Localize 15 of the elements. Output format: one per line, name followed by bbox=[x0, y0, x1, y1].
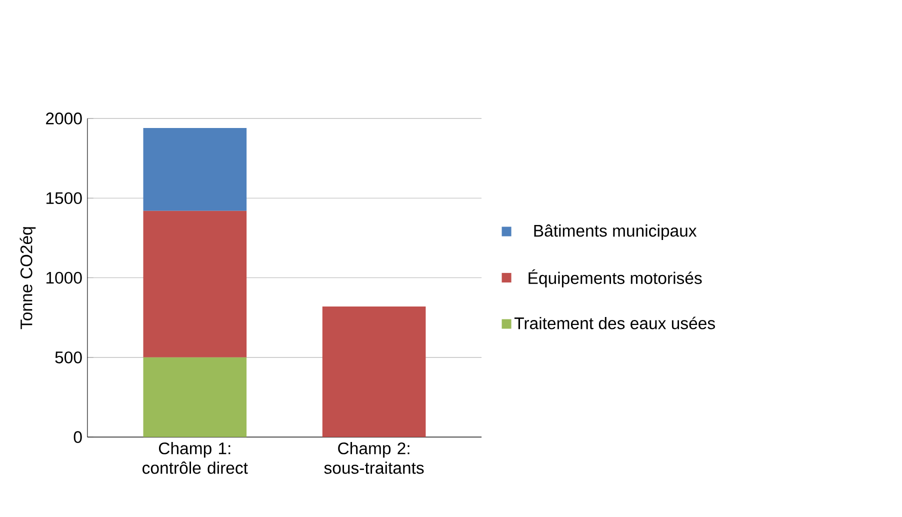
bar bbox=[322, 306, 426, 438]
legend-label: Équipements motorisés bbox=[528, 270, 702, 288]
legend-label: Traitement des eaux usées bbox=[514, 316, 715, 330]
y-tick-label: 1500 bbox=[46, 192, 82, 204]
x-tick-label: Champ 1: contrôle direct bbox=[142, 442, 248, 474]
y-tick-label: 0 bbox=[74, 431, 82, 444]
bar bbox=[143, 211, 247, 358]
x-tick-label: Champ 2: sous-traitants bbox=[324, 442, 424, 474]
bar bbox=[143, 128, 247, 212]
y-tick-label: 2000 bbox=[46, 112, 82, 125]
legend-label: Bâtiments municipaux bbox=[534, 224, 697, 240]
y-tick-label: 500 bbox=[55, 352, 82, 364]
y-tick-label: 1000 bbox=[46, 272, 82, 284]
y-axis-title: Tonne CO2éq bbox=[20, 227, 36, 330]
bar bbox=[143, 358, 247, 438]
